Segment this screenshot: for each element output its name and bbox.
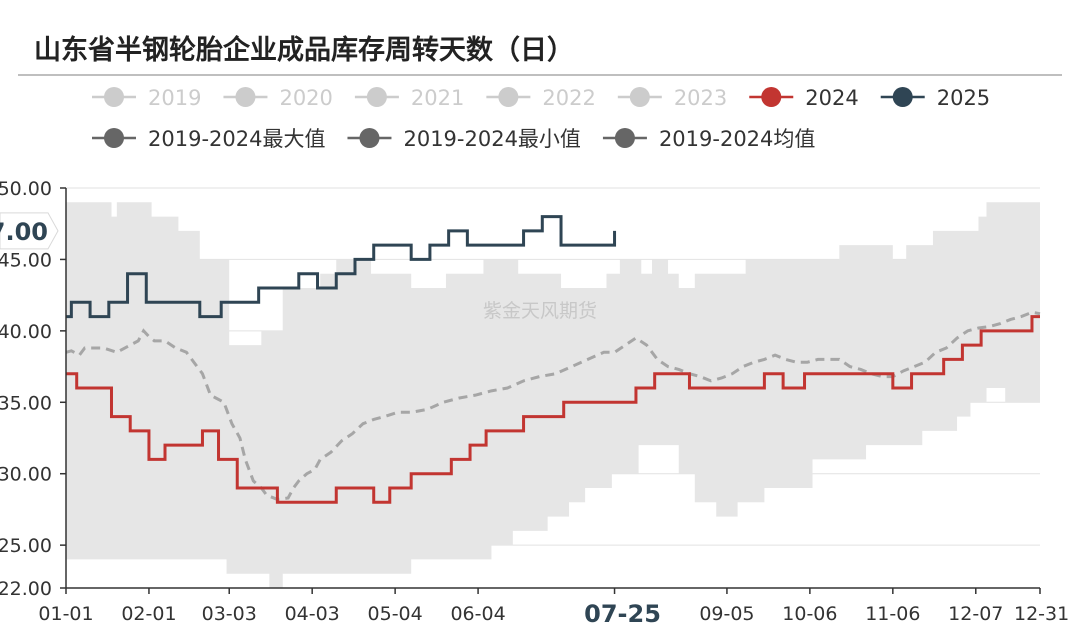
legend-label: 2023 [674, 86, 727, 110]
y-tick-label: 22.00 [0, 578, 52, 600]
x-pointer-label: 07-25 [584, 600, 661, 628]
legend: 2019 2020 2021 2022 2023 2024 2025 2019-2024最大值… [92, 86, 990, 151]
legend-item-2019-2024最小值[interactable]: 2019-2024最小值 [347, 127, 581, 151]
y-pointer-box [0, 212, 59, 250]
watermark: 紫金天风期货 [483, 300, 597, 322]
legend-marker-icon [629, 87, 650, 107]
x-tick-label: 01-01 [38, 603, 93, 625]
legend-label: 2024 [805, 86, 858, 110]
legend-label: 2020 [279, 86, 332, 110]
legend-item-2025[interactable]: 2025 [880, 86, 990, 110]
legend-marker-icon [498, 87, 519, 107]
series-line-2025 [66, 215, 617, 319]
series-line-2024 [66, 315, 1040, 504]
legend-marker-icon [614, 128, 635, 148]
axes: 50.00 45.00 40.00 35.00 30.00 25.00 22.00 01-01… [0, 178, 1069, 625]
x-tick-label: 04-03 [285, 603, 340, 625]
legend-marker-icon [366, 87, 387, 107]
y-tick-label: 40.00 [0, 321, 52, 343]
axis-pointer: 07-25 47.00 [0, 212, 681, 634]
legend-item-2021[interactable]: 2021 [354, 86, 464, 110]
y-tick-label: 25.00 [0, 535, 52, 557]
legend-marker-icon [761, 87, 782, 107]
x-tick-label: 02-01 [121, 603, 176, 625]
legend-item-2019-2024最大值[interactable]: 2019-2024最大值 [92, 127, 325, 151]
x-tick-label: 03-03 [202, 603, 257, 625]
y-tick-label: 30.00 [0, 464, 52, 486]
x-tick-label: 09-05 [699, 603, 754, 625]
x-tick-label: 11-06 [865, 603, 920, 625]
x-tick-label: 12-31 [1014, 603, 1069, 625]
legend-item-2022[interactable]: 2022 [486, 86, 596, 110]
title-divider [18, 74, 1062, 76]
x-tick-label: 05-04 [368, 603, 423, 625]
legend-item-2023[interactable]: 2023 [617, 86, 727, 110]
series-lines [65, 215, 1041, 504]
legend-item-2020[interactable]: 2020 [223, 86, 333, 110]
legend-marker-icon [235, 87, 256, 107]
legend-label: 2022 [542, 86, 595, 110]
legend-label: 2019-2024均值 [659, 127, 815, 151]
legend-label: 2021 [411, 86, 464, 110]
min-max-band [66, 202, 1040, 589]
legend-label: 2019-2024最大值 [148, 127, 325, 151]
legend-item-2019-2024均值[interactable]: 2019-2024均值 [602, 127, 815, 151]
x-tick-label: 12-07 [948, 603, 1003, 625]
legend-marker-icon [359, 128, 380, 148]
legend-marker-icon [104, 128, 124, 148]
legend-label: 2025 [937, 86, 990, 110]
chart-title: 山东省半钢轮胎企业成品库存周转天数（日） [34, 35, 574, 66]
y-tick-label: 45.00 [0, 249, 52, 271]
x-tick-label: 10-06 [782, 603, 837, 625]
legend-item-2024[interactable]: 2024 [749, 86, 859, 110]
series-band-min-max [66, 202, 1040, 589]
y-pointer-label: 47.00 [0, 218, 48, 246]
legend-marker-icon [104, 87, 124, 107]
legend-label: 2019 [148, 86, 201, 110]
legend-label: 2019-2024最小值 [403, 127, 580, 151]
y-tick-label: 50.00 [0, 178, 52, 200]
x-pointer-box [564, 594, 681, 634]
legend-marker-icon [892, 87, 913, 107]
y-tick-label: 35.00 [0, 392, 52, 414]
legend-item-2019[interactable]: 2019 [92, 86, 201, 110]
x-tick-label: 06-04 [450, 603, 505, 625]
